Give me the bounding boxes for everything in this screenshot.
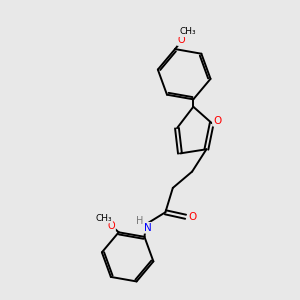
Text: CH₃: CH₃ (179, 27, 196, 36)
Text: O: O (178, 35, 185, 45)
Text: N: N (144, 223, 152, 233)
Text: O: O (188, 212, 196, 222)
Text: O: O (107, 221, 115, 231)
Text: H: H (136, 216, 143, 226)
Text: O: O (213, 116, 221, 126)
Text: CH₃: CH₃ (95, 214, 112, 223)
